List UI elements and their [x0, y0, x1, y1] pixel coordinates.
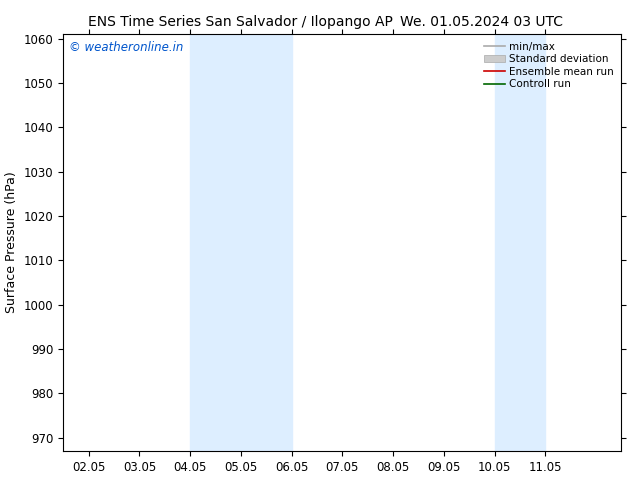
Legend: min/max, Standard deviation, Ensemble mean run, Controll run: min/max, Standard deviation, Ensemble me… [480, 37, 618, 94]
Text: ENS Time Series San Salvador / Ilopango AP: ENS Time Series San Salvador / Ilopango … [89, 15, 393, 29]
Text: © weatheronline.in: © weatheronline.in [69, 41, 183, 53]
Bar [495, 34, 545, 451]
Y-axis label: Surface Pressure (hPa): Surface Pressure (hPa) [5, 172, 18, 314]
Text: We. 01.05.2024 03 UTC: We. 01.05.2024 03 UTC [400, 15, 564, 29]
Bar [190, 34, 292, 451]
